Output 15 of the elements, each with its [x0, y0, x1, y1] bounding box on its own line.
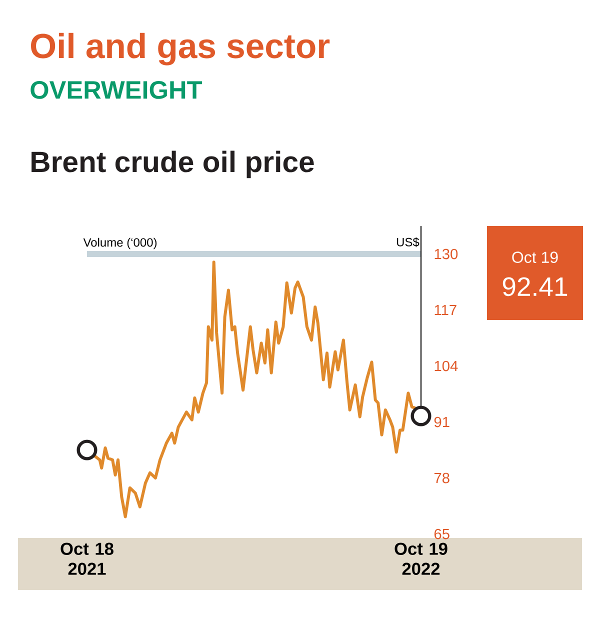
- text: Brent crude oil price: [32, 150, 314, 178]
- x-tick-label: Oct 19 2022: [394, 542, 448, 575]
- chart-subtitle: OVERWEIGHT: [30, 80, 202, 99]
- y-tick-label: 78: [434, 472, 450, 484]
- y-tick-label: 130: [434, 248, 458, 260]
- text: 92.41: [502, 277, 568, 296]
- ref-line-label: Volume (‘000): [83, 238, 157, 250]
- y-tick-label: 117: [434, 304, 456, 316]
- text: Oct 19: [512, 252, 558, 263]
- y-tick-label: 104: [434, 360, 458, 372]
- y-tick-label: 65: [434, 528, 450, 540]
- y-tick-label: 91: [434, 416, 450, 428]
- chart-title: Oil and gas sector: [31, 32, 330, 66]
- x-tick-label: Oct 18 2021: [60, 542, 114, 575]
- y-axis-title: US$: [396, 237, 420, 248]
